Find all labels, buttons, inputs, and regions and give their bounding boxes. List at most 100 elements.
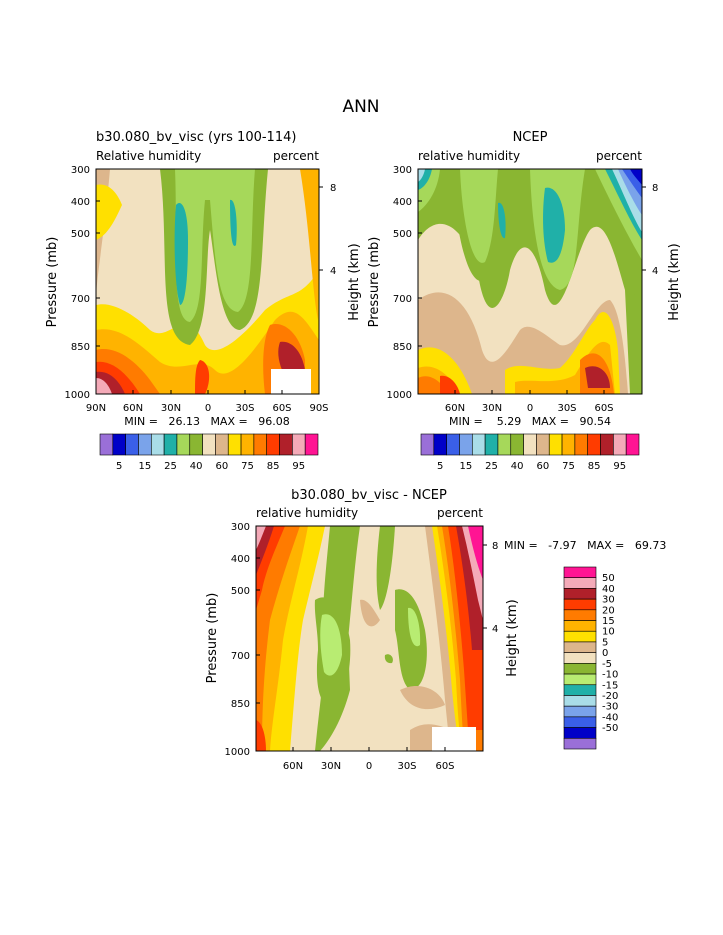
colorbar-swatch: [138, 433, 152, 456]
xtick-label: 30N: [161, 403, 181, 414]
colorbar-label: -10: [602, 670, 618, 681]
panel-ncep-ticks: [418, 186, 646, 394]
colorbar-label: 75: [241, 461, 254, 472]
colorbar-label: 5: [116, 461, 122, 472]
colorbar-label: -15: [602, 680, 618, 691]
ytick-label: 400: [71, 197, 90, 208]
contour-25b: [543, 187, 565, 263]
colorbar-swatch: [99, 433, 114, 456]
colorbar-label: 5: [602, 637, 608, 648]
colorbar-swatch: [563, 727, 597, 739]
colorbar-swatch: [215, 433, 229, 456]
contour-60c: [468, 526, 483, 580]
colorbar-swatch: [563, 641, 597, 653]
panel-diff-xticklabels: 60N 30N 0 30S 60S: [283, 761, 455, 772]
colorbar-swatch: [163, 433, 178, 456]
colorbar-label: 25: [485, 461, 498, 472]
colorbar-label: 15: [602, 616, 615, 627]
colorbar-label: 20: [602, 605, 615, 616]
colorbar-label: 40: [190, 461, 203, 472]
panel-model-xticklabels: 90N 60N 30N 0 30S 60S 90S: [86, 403, 329, 414]
colorbar-swatch: [574, 433, 589, 456]
panel-model-minmax: MIN = 26.13 MAX = 96.08: [124, 415, 289, 428]
contour-80: [96, 311, 319, 394]
xtick-label: 60S: [272, 403, 291, 414]
colorbar-swatch: [202, 433, 216, 456]
panel-ncep-contours: [418, 169, 642, 394]
colorbar-label: 30: [602, 595, 615, 606]
colorbar-label: 15: [139, 461, 152, 472]
y2tick-label: 8: [652, 183, 658, 194]
colorbar-swatch: [563, 684, 597, 696]
ytick-label: 500: [231, 586, 250, 597]
contour-80-upper: [300, 169, 319, 320]
contour-30b: [256, 720, 266, 751]
contour-90a: [440, 375, 460, 394]
colorbar-swatch: [304, 433, 319, 456]
colorbar-swatch: [446, 433, 460, 456]
xtick-label: 0: [527, 403, 533, 414]
colorbar-swatch: [240, 433, 255, 456]
colorbar-swatch: [112, 433, 126, 456]
colorbar-swatch: [459, 433, 473, 456]
panel-diff-yticklabels: 300 400 500 700 850 1000: [225, 522, 250, 758]
contour-100a: [96, 378, 112, 394]
xtick-label: 0: [366, 761, 372, 772]
contour-20c: [418, 169, 425, 182]
contour-neg5c: [376, 526, 395, 610]
ytick-label: 850: [71, 342, 90, 353]
panel-model-ylabel: Pressure (mb): [45, 237, 60, 328]
colorbar-swatch: [563, 737, 597, 750]
panel-ncep-yticklabels: 300 400 500 700 850 1000: [387, 165, 412, 401]
panel-diff-contours: [256, 526, 483, 751]
panel-ncep-y2label: Height (km): [667, 243, 682, 320]
y2tick-label: 8: [330, 183, 336, 194]
xtick-label: 30N: [321, 761, 341, 772]
colorbar-swatch: [563, 705, 597, 718]
colorbar-label: -5: [602, 659, 612, 670]
panel-diff-ylabel: Pressure (mb): [205, 593, 220, 684]
colorbar-label: 75: [562, 461, 575, 472]
colorbar-label: 95: [613, 461, 626, 472]
colorbar-label: 0: [602, 648, 608, 659]
colorbar-model: 5 15 25 40 60 75 85 95: [99, 433, 319, 472]
colorbar-swatch: [563, 663, 597, 675]
panel-ncep-ylabel: Pressure (mb): [367, 237, 382, 328]
colorbar-label: -30: [602, 702, 618, 713]
colorbar-swatch: [613, 433, 627, 456]
contour-35: [175, 169, 255, 322]
contour-5d: [630, 169, 642, 185]
colorbar-swatch: [587, 433, 601, 456]
y2tick-label: 4: [492, 624, 498, 635]
y2tick-label: 4: [652, 266, 658, 277]
panel-model-units: percent: [273, 149, 319, 163]
xtick-label: 90S: [309, 403, 328, 414]
colorbar-label: 40: [511, 461, 524, 472]
colorbar-swatch: [292, 433, 306, 456]
ytick-label: 300: [393, 165, 412, 176]
panel-diff-y2ticklabels: 8 4: [492, 541, 498, 635]
contour-25a: [174, 203, 188, 305]
xtick-label: 30N: [482, 403, 502, 414]
colorbar-label: 60: [536, 461, 549, 472]
page-title: ANN: [342, 97, 379, 117]
colorbar-swatch: [563, 652, 597, 664]
colorbar-label: 15: [460, 461, 473, 472]
panel-ncep-title: NCEP: [513, 130, 548, 145]
panel-model-y2label: Height (km): [347, 243, 362, 320]
contour-95b: [278, 341, 305, 370]
colorbar-label: 85: [267, 461, 280, 472]
colorbar-swatch: [279, 433, 293, 456]
xtick-label: 30S: [557, 403, 576, 414]
contour-25a: [498, 202, 506, 239]
colorbar-label: 5: [437, 461, 443, 472]
missing-data-box: [271, 369, 311, 394]
colorbar-swatch: [189, 433, 203, 456]
colorbar-label: 40: [602, 584, 615, 595]
contour-20a: [256, 526, 300, 751]
colorbar-swatch: [563, 620, 597, 632]
contour-90b: [585, 366, 610, 388]
colorbar-swatch: [563, 716, 597, 728]
panel-diff-left-label: relative humidity: [256, 506, 358, 520]
